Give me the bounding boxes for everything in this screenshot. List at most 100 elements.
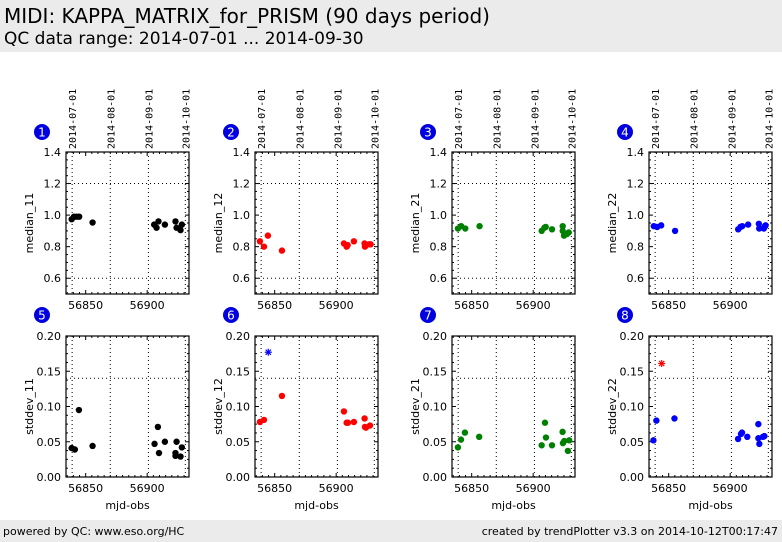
date-tick-label: 2014-09-01 <box>530 89 541 149</box>
date-tick-label: 2014-08-01 <box>106 89 117 149</box>
data-point <box>75 213 83 220</box>
star-stroke <box>658 360 665 367</box>
data-point <box>151 440 158 448</box>
data-point <box>89 219 96 226</box>
y-axis-label: median_12 <box>212 193 225 254</box>
panel-number-badge <box>34 124 50 140</box>
y-tick-label: 0.6 <box>430 272 448 285</box>
date-tick-label: 2014-08-01 <box>689 89 700 149</box>
x-tick-label: 56900 <box>130 299 165 312</box>
date-tick-label: 2014-09-01 <box>727 89 738 149</box>
data-point <box>755 220 763 227</box>
y-tick-label: 0.20 <box>226 330 251 343</box>
y-tick-label: 0.20 <box>423 330 448 343</box>
footer-created-by: created by trendPlotter v3.3 on 2014-10-… <box>481 525 778 538</box>
y-tick-label: 0.00 <box>37 471 62 484</box>
panel-number-badge <box>617 307 633 323</box>
y-tick-label: 0.15 <box>226 365 251 378</box>
data-point <box>155 218 162 225</box>
y-tick-label: 0.15 <box>423 365 448 378</box>
data-point <box>671 415 678 422</box>
panel-3: 0.6 0.8 1.0 1.2 1.4 56850 56900 median_21 2014-0… <box>409 89 578 312</box>
panel-number-badge <box>223 307 239 323</box>
data-point <box>256 238 264 245</box>
plot-frame <box>254 151 379 295</box>
plot-frame <box>451 335 576 478</box>
panel-number-badge <box>420 307 436 323</box>
date-tick-label: 2014-07-01 <box>68 89 79 149</box>
x-tick-label: 56850 <box>68 482 103 495</box>
footer-powered-by: powered by QC: www.eso.org/HC <box>3 525 185 538</box>
y-axis-label: stddev_12 <box>212 378 225 435</box>
data-point <box>566 437 573 444</box>
y-tick-label: 0.10 <box>620 401 645 414</box>
data-point <box>564 447 572 455</box>
x-tick-label: 56900 <box>713 299 748 312</box>
plot-frame <box>451 151 576 295</box>
data-point <box>548 442 556 449</box>
data-point <box>744 433 751 441</box>
y-tick-label: 1.0 <box>430 209 448 222</box>
data-point <box>344 241 351 249</box>
data-point <box>457 436 465 443</box>
panel-number-badge <box>223 124 239 140</box>
y-tick-label: 0.05 <box>620 436 645 449</box>
y-tick-label: 1.4 <box>430 146 448 159</box>
date-tick-label: 2014-07-01 <box>257 89 268 149</box>
y-tick-label: 1.2 <box>233 178 251 191</box>
y-tick-label: 0.15 <box>620 365 645 378</box>
data-point <box>71 446 79 453</box>
data-point <box>367 241 374 248</box>
data-point <box>761 432 768 440</box>
page-subtitle: QC data range: 2014-07-01 ... 2014-09-30 <box>4 29 364 49</box>
x-tick-label: 56900 <box>516 482 551 495</box>
date-tick-label: 2014-08-01 <box>492 89 503 149</box>
outlier-star-marker <box>264 348 272 356</box>
x-tick-label: 56900 <box>516 299 551 312</box>
data-point <box>260 416 268 424</box>
data-point <box>541 419 549 426</box>
x-tick-label: 56850 <box>651 299 686 312</box>
data-point <box>542 223 549 231</box>
y-tick-label: 0.6 <box>44 272 62 285</box>
data-point <box>559 222 566 230</box>
data-point <box>755 420 762 428</box>
y-axis-label: median_21 <box>409 193 422 254</box>
y-tick-label: 1.0 <box>233 209 251 222</box>
y-tick-label: 0.8 <box>233 241 251 254</box>
outlier-star-marker <box>658 359 666 367</box>
date-tick-label: 2014-09-01 <box>144 89 155 149</box>
data-point <box>559 428 566 436</box>
data-point <box>565 229 572 236</box>
panel-5: 0.00 0.05 0.10 0.15 0.20 56850 56900 mjd-obs std… <box>23 307 190 512</box>
date-tick-label: 2014-09-01 <box>333 89 344 149</box>
data-point <box>178 444 186 451</box>
data-point <box>734 435 742 443</box>
date-tick-label: 2014-10-01 <box>764 89 775 149</box>
data-point <box>178 221 186 228</box>
y-tick-label: 1.4 <box>627 146 645 159</box>
y-tick-label: 0.8 <box>44 241 62 254</box>
data-point <box>153 224 160 231</box>
y-axis-label: stddev_21 <box>409 378 422 435</box>
panel-1: 0.6 0.8 1.0 1.2 1.4 56850 56900 median_11 2014-0… <box>23 89 192 312</box>
panel-number-label: 7 <box>424 309 432 323</box>
y-tick-label: 1.0 <box>44 209 62 222</box>
footer-band: powered by QC: www.eso.org/HC created by… <box>0 520 782 542</box>
data-point <box>744 221 752 228</box>
y-tick-label: 0.10 <box>226 401 251 414</box>
data-point <box>650 437 657 444</box>
panel-4: 0.6 0.8 1.0 1.2 1.4 56850 56900 median_22 2014-0… <box>606 89 775 312</box>
y-tick-label: 1.4 <box>44 146 62 159</box>
panel-2: 0.6 0.8 1.0 1.2 1.4 56850 56900 median_12 2014-0… <box>212 89 381 312</box>
date-tick-label: 2014-10-01 <box>181 89 192 149</box>
y-tick-label: 0.00 <box>226 471 251 484</box>
data-point <box>161 221 169 228</box>
plot-frame <box>648 151 773 295</box>
x-tick-label: 56900 <box>319 482 354 495</box>
data-point <box>657 222 665 229</box>
y-tick-label: 1.2 <box>627 178 645 191</box>
data-point <box>350 238 358 245</box>
data-point <box>542 434 550 441</box>
y-tick-label: 0.00 <box>620 471 645 484</box>
